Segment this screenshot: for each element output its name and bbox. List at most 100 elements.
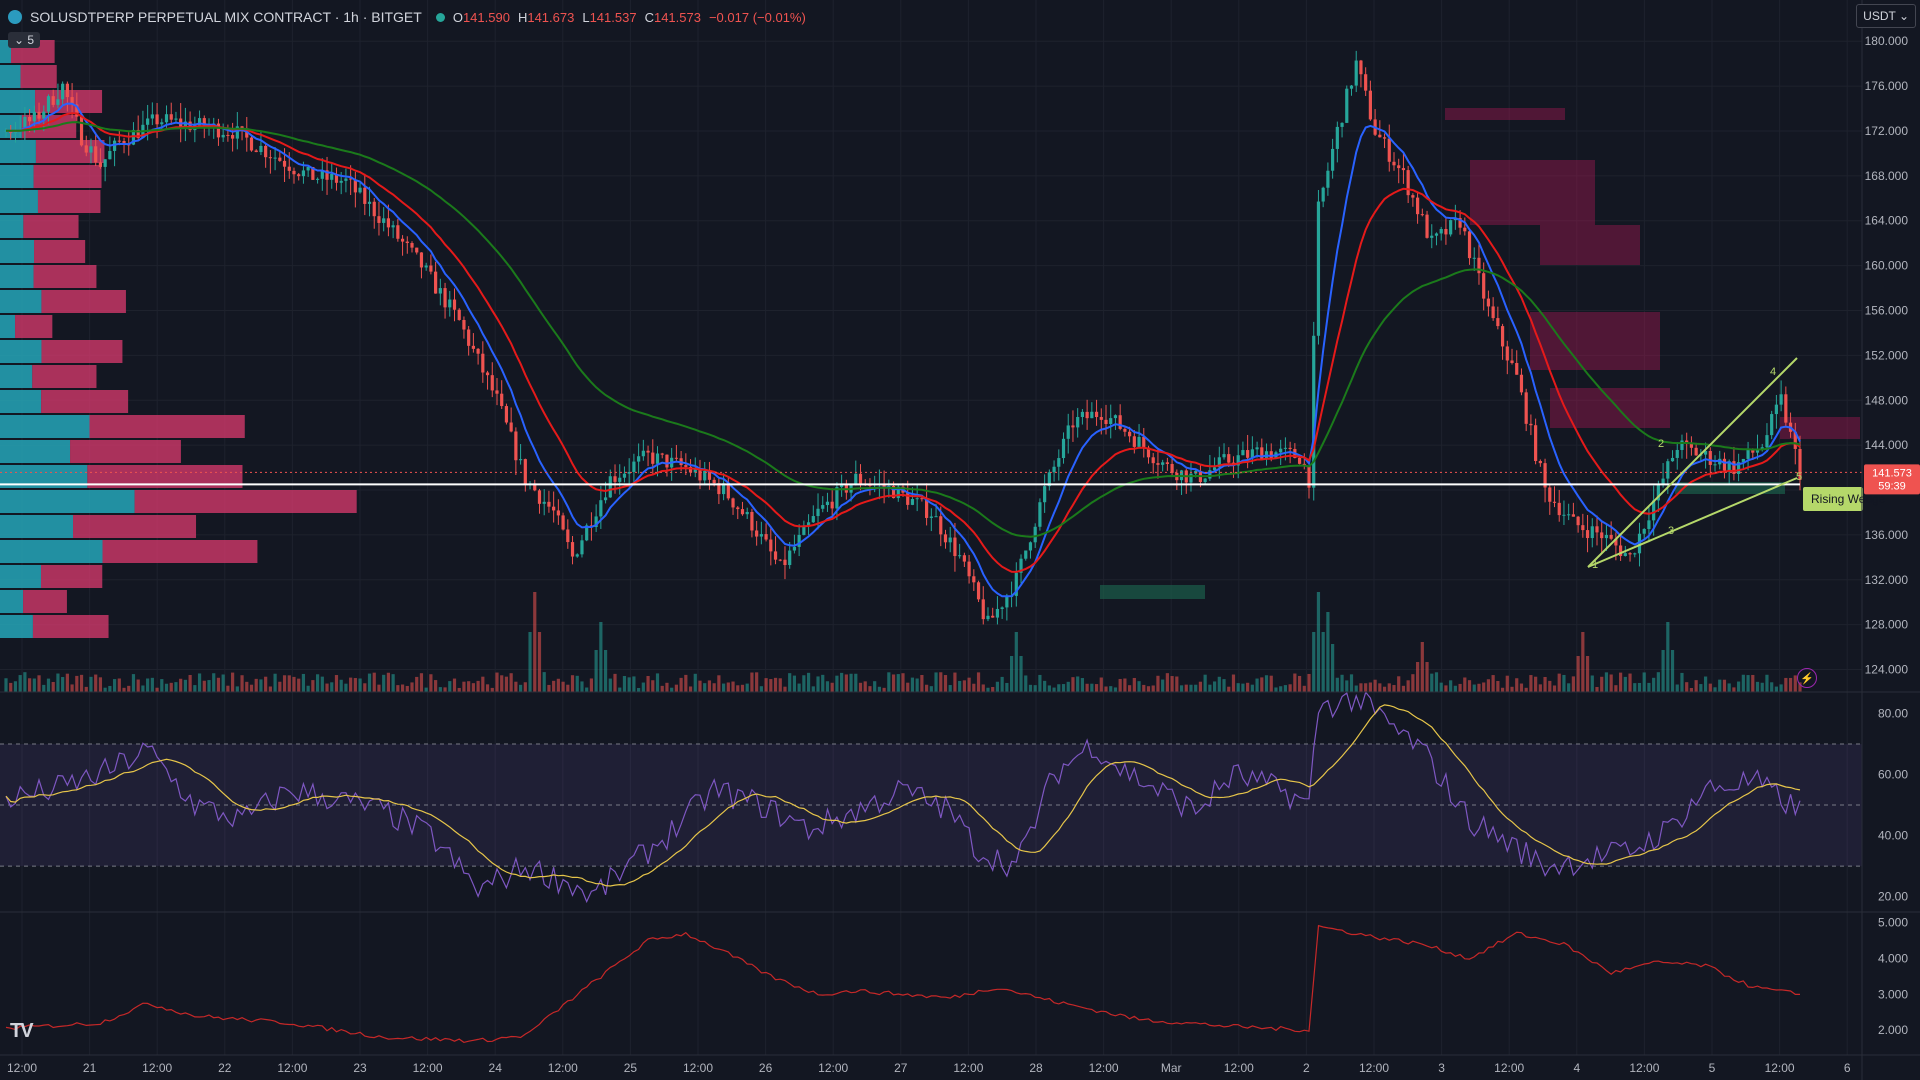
volume-bar — [533, 592, 537, 692]
candle-body — [1382, 137, 1387, 139]
candle-body — [231, 135, 235, 139]
candle-body — [131, 129, 136, 145]
volume-bar — [174, 682, 178, 692]
price-axis-label: 144.000 — [1865, 438, 1909, 452]
time-axis-label: 22 — [218, 1061, 232, 1075]
time-axis-label: 12:00 — [953, 1061, 983, 1075]
volume-bar — [202, 680, 206, 692]
close-value: 141.573 — [653, 9, 701, 25]
candle-body — [1246, 450, 1250, 458]
volume-bar — [1552, 685, 1557, 692]
volume-bar — [953, 672, 957, 692]
candle-body — [1444, 228, 1448, 235]
candle-body — [1028, 542, 1033, 551]
candle-body — [1401, 168, 1406, 171]
volume-bar — [1708, 683, 1712, 692]
candle-body — [891, 485, 896, 499]
volume-bar — [802, 675, 806, 692]
indicators-collapse-button[interactable]: ⌄ 5 — [8, 32, 41, 48]
volume-bar — [315, 674, 320, 692]
vp-buy-bar — [0, 365, 33, 388]
volume-bar — [613, 673, 617, 692]
volume-bar — [1321, 632, 1325, 692]
volume-bar — [1458, 683, 1462, 692]
candle-body — [1755, 449, 1760, 453]
wedge-point-label: 5 — [1796, 471, 1802, 483]
candle-body — [1316, 201, 1321, 336]
volume-bar — [1293, 673, 1297, 692]
volume-bar — [1751, 674, 1755, 692]
volume-bar — [825, 681, 830, 692]
volume-bar — [750, 672, 754, 692]
volume-bar — [764, 678, 768, 692]
volume-bar — [552, 680, 556, 692]
candle-body — [1189, 473, 1193, 483]
volume-bar — [712, 683, 716, 692]
volume-bar — [1444, 685, 1448, 692]
candle-body — [632, 461, 636, 473]
volume-bar — [51, 681, 55, 692]
candle-body — [1397, 165, 1401, 169]
volume-bar — [792, 675, 797, 692]
volume-bar — [212, 673, 216, 692]
currency-selector[interactable]: USDT ⌄ — [1856, 4, 1916, 28]
candle-body — [1364, 74, 1368, 91]
volume-bar — [1415, 662, 1420, 692]
volume-bar — [1486, 679, 1491, 692]
candle-body — [1425, 214, 1429, 238]
volume-bar — [1255, 678, 1259, 692]
candle-body — [339, 180, 343, 183]
volume-bar — [769, 679, 773, 692]
candle-body — [703, 470, 707, 481]
volume-bar — [259, 679, 263, 692]
volume-bar — [759, 686, 763, 692]
volume-bar — [1033, 685, 1037, 692]
volume-bar — [1482, 682, 1486, 692]
volume-bar — [608, 678, 612, 692]
volume-bar — [386, 672, 391, 692]
candle-body — [325, 170, 329, 180]
time-axis-label: 23 — [353, 1061, 367, 1075]
volume-bar — [1378, 683, 1382, 692]
volume-bar — [405, 685, 409, 692]
volume-bar — [1727, 683, 1731, 692]
candle-body — [1146, 447, 1151, 458]
volume-bar — [1557, 673, 1561, 692]
volume-bar — [84, 686, 88, 692]
candle-body — [1496, 318, 1500, 327]
wedge-point-label: 2 — [1658, 438, 1664, 450]
volume-bar — [736, 685, 740, 692]
volume-bar — [778, 678, 782, 692]
vp-sell-bar — [87, 465, 243, 488]
volume-bar — [1637, 682, 1642, 692]
volume-bar — [589, 678, 594, 692]
tradingview-logo-icon[interactable]: TV — [10, 1020, 34, 1042]
rsi-line — [5, 691, 1801, 904]
candle-body — [1335, 126, 1339, 149]
candle-body — [1604, 534, 1609, 539]
volume-bar — [1798, 682, 1802, 692]
candle-body — [613, 476, 617, 482]
volume-bar — [995, 681, 1000, 692]
symbol-title[interactable]: SOLUSDTPERP PERPETUAL MIX CONTRACT · 1h … — [30, 9, 422, 25]
vp-sell-bar — [73, 515, 197, 538]
volume-bar — [1061, 684, 1066, 692]
volume-bar — [868, 686, 872, 692]
volume-bar — [467, 681, 471, 692]
candle-body — [1250, 449, 1254, 458]
rsi-axis-label: 80.00 — [1878, 706, 1908, 720]
volume-bar — [146, 678, 150, 692]
candle-body — [1307, 466, 1311, 488]
volume-bar — [1449, 680, 1453, 692]
candle-body — [674, 457, 678, 459]
volume-bar — [1175, 676, 1179, 692]
candle-body — [56, 99, 60, 105]
lightning-alert-icon[interactable]: ⚡ — [1797, 668, 1817, 688]
volume-bar — [1500, 687, 1505, 692]
vp-buy-bar — [0, 465, 88, 488]
candle-body — [693, 469, 697, 473]
last-price-tag — [1864, 464, 1920, 495]
volume-bar — [23, 672, 27, 692]
